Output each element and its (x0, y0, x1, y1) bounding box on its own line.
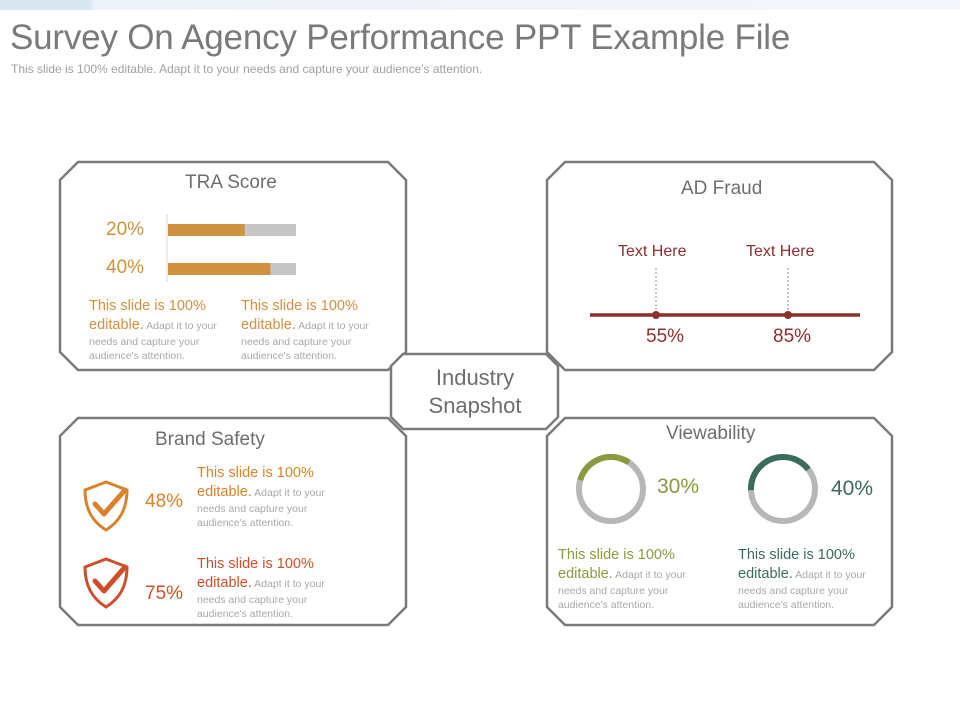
tra-bar-fill (168, 263, 271, 275)
brand-safety-value: 75% (145, 583, 184, 604)
adfraud-marker-dot (652, 311, 660, 319)
brand-safety-text-body: Adapt it to your needs and capture your … (197, 487, 325, 529)
tra-bar-fill (168, 224, 245, 236)
tra-panel-title: TRA Score (185, 172, 277, 193)
viewability-text-lead: This slide is 100% editable. (738, 547, 855, 582)
donut-arc (748, 454, 818, 524)
brand-safety-text-block: This slide is 100% editable. Adapt it to… (197, 464, 349, 530)
viewability-value: 40% (831, 477, 874, 500)
viewability-value: 30% (657, 475, 700, 498)
brand-safety-text-block: This slide is 100% editable. Adapt it to… (197, 555, 349, 621)
viewability-text-body: Adapt it to your needs and capture your … (558, 569, 686, 611)
tra-text-lead: This slide is 100% editable. (89, 298, 206, 333)
shield-check-icon (83, 480, 129, 532)
viewability-text-block: This slide is 100% editable. Adapt it to… (558, 546, 703, 612)
adfraud-marker-label: Text Here (618, 243, 687, 260)
viewability-text-block: This slide is 100% editable. Adapt it to… (738, 546, 883, 612)
brand-safety-panel-title: Brand Safety (155, 429, 265, 450)
top-accent-bar (0, 0, 960, 10)
adfraud-panel-title: AD Fraud (681, 178, 763, 199)
viewability-text-body: Adapt it to your needs and capture your … (738, 569, 866, 611)
tra-text-body: Adapt it to your needs and capture your … (89, 320, 217, 362)
adfraud-marker-dot (784, 311, 792, 319)
center-label-line1: Industry (435, 365, 515, 390)
adfraud-marker-value: 55% (646, 326, 685, 347)
viewability-panel-title: Viewability (666, 423, 756, 444)
slide-subtitle: This slide is 100% editable. Adapt it to… (11, 62, 483, 76)
adfraud-panel-frame (545, 160, 894, 372)
tra-text-block: This slide is 100% editable. Adapt it to… (241, 297, 386, 363)
viewability-text-lead: This slide is 100% editable. (558, 547, 675, 582)
tra-bar-label: 20% (106, 219, 145, 240)
center-frame (389, 352, 560, 431)
brand-safety-text-lead: This slide is 100% editable. (197, 465, 314, 500)
center-label: Industry Snapshot (392, 355, 558, 429)
donut-arc (576, 454, 646, 524)
tra-text-body: Adapt it to your needs and capture your … (241, 320, 369, 362)
tra-bar-label: 40% (106, 257, 145, 278)
tra-text-lead: This slide is 100% editable. (241, 298, 358, 333)
adfraud-marker-label: Text Here (746, 243, 815, 260)
slide-title: Survey On Agency Performance PPT Example… (10, 18, 791, 57)
tra-text-block: This slide is 100% editable. Adapt it to… (89, 297, 234, 363)
center-label-line2: Snapshot (428, 393, 522, 418)
brand-safety-text-body: Adapt it to your needs and capture your … (197, 578, 325, 620)
brand-safety-text-lead: This slide is 100% editable. (197, 556, 314, 591)
brand-safety-value: 48% (145, 491, 184, 512)
adfraud-marker-value: 85% (773, 326, 812, 347)
shield-check-icon (83, 557, 129, 609)
brand-safety-panel-frame (58, 416, 408, 627)
